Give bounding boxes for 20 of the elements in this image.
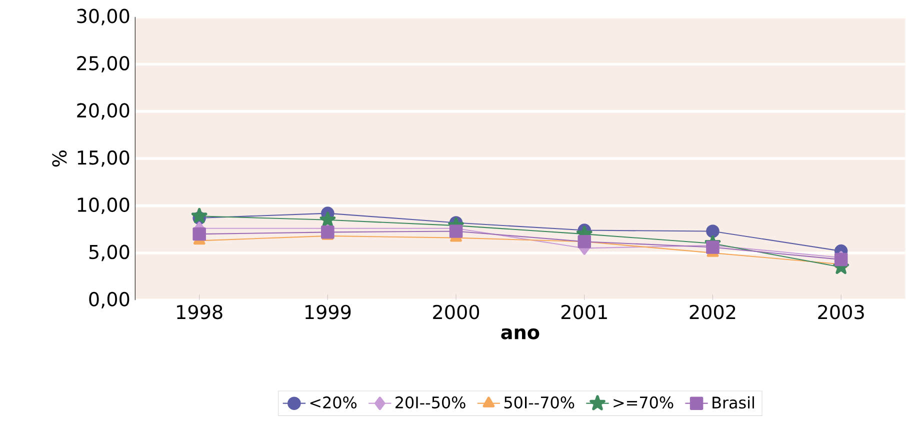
y-tick-label: 15,00 [78,150,130,167]
x-tick-label: 2003 [818,304,864,320]
x-tick-label: 2002 [690,304,736,320]
legend-label: <20% [310,396,357,408]
y-axis-title: % [52,150,67,166]
x-tick-label: 1999 [305,304,351,320]
legend-label: Brasil [712,396,754,409]
x-tick-label: 2001 [561,304,607,320]
x-tick-label: 2000 [433,304,480,320]
y-tick-label: 20,00 [77,103,130,120]
x-axis-title: ano [501,328,540,340]
y-tick-label: 25,00 [77,56,130,72]
legend-label: >=70% [614,396,674,408]
legend-label: 20I--50% [396,396,466,408]
y-tick-label: 0,00 [89,292,130,308]
y-tick-label: 10,00 [78,197,130,214]
y-tick-label: 30,00 [77,8,130,26]
x-tick-label: 1998 [177,304,222,320]
legend-label: 50I--70% [504,396,574,408]
y-tick-label: 5,00 [89,244,130,262]
